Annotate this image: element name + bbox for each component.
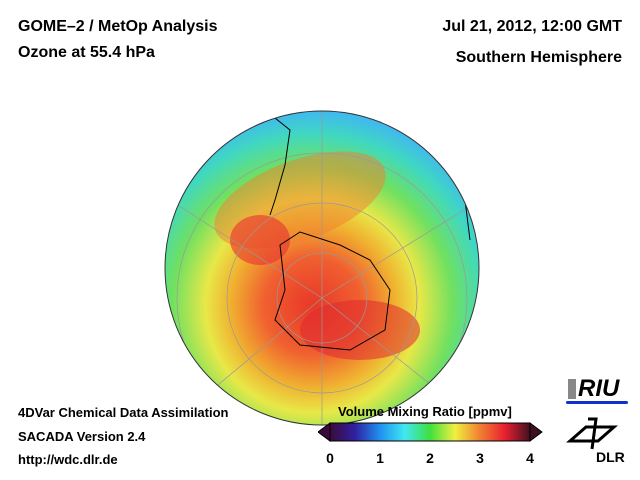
south-america-coastline	[264, 111, 291, 216]
colorbar-title: Volume Mixing Ratio [ppmv]	[338, 404, 512, 419]
region: Southern Hemisphere	[455, 49, 622, 66]
footer-line2: SACADA Version 2.4	[18, 429, 146, 444]
ozone-maximum	[300, 300, 420, 360]
graticule	[169, 111, 479, 425]
colorbar-gradient	[329, 422, 531, 442]
colorbar	[318, 422, 543, 442]
colorbar-tick: 4	[526, 450, 534, 466]
subtitle: Ozone at 55.4 hPa	[18, 44, 155, 61]
dlr-emblem-icon	[566, 417, 618, 450]
colorbar-tick: 3	[476, 450, 484, 466]
colorbar-over-arrow	[529, 422, 543, 442]
title: GOME–2 / MetOp Analysis	[18, 18, 218, 35]
dlr-logo: DLR	[566, 415, 625, 465]
colorbar-tick: 2	[426, 450, 434, 466]
footer-url[interactable]: http://wdc.dlr.de	[18, 452, 118, 467]
colorbar-tick: 1	[376, 450, 384, 466]
colorbar-under-arrow	[318, 422, 331, 442]
footer-line1: 4DVar Chemical Data Assimilation	[18, 405, 229, 420]
ozone-maximum	[230, 215, 290, 265]
colorbar-tick: 0	[326, 450, 334, 466]
datetime: Jul 21, 2012, 12:00 GMT	[442, 18, 622, 35]
antarctica-coastline	[274, 231, 391, 351]
